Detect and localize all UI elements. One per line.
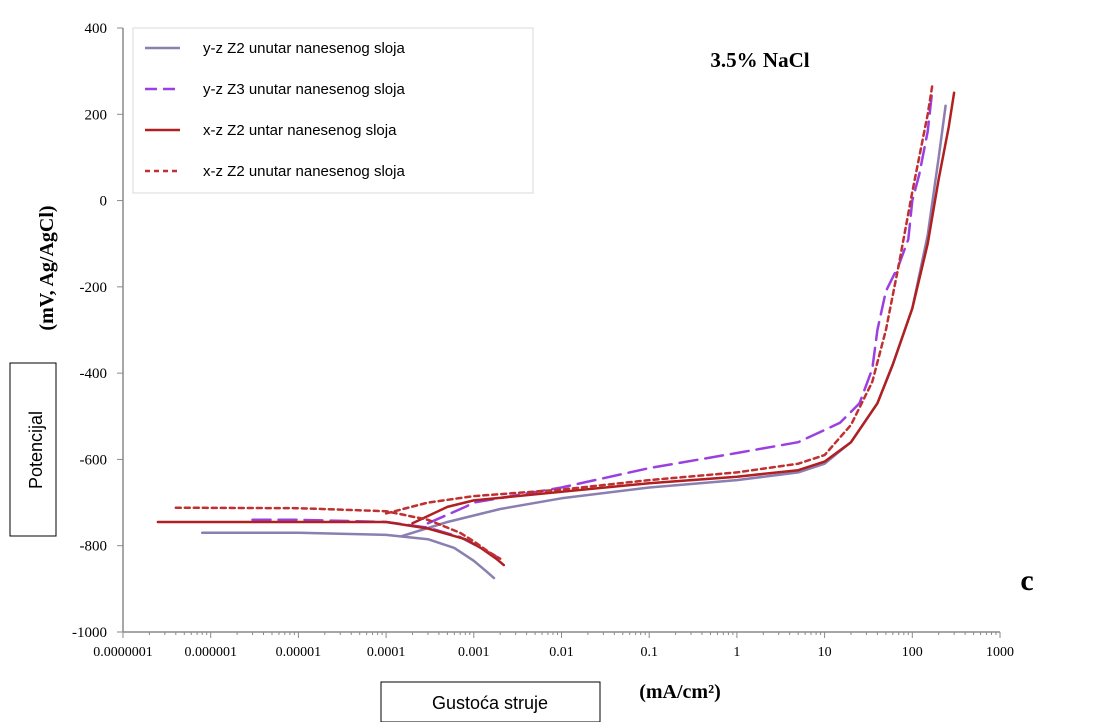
y-tick-label: -600: [80, 452, 108, 468]
x-tick-label: 0.1: [640, 645, 658, 660]
x-tick-label: 0.01: [549, 645, 574, 660]
y-axis-label: Potencijal: [26, 411, 46, 489]
legend-label: x-z Z2 untar nanesenog sloja: [203, 122, 397, 139]
series-line-4-cathodic: [174, 506, 502, 560]
x-tick-label: 10: [818, 645, 832, 660]
x-axis-units-label: (mA/cm²): [639, 681, 721, 703]
y-tick-label: 200: [85, 107, 108, 123]
legend: y-z Z2 unutar nanesenog sloja y-z Z3 unut…: [132, 27, 534, 194]
x-tick-label: 100: [902, 645, 923, 660]
y-tick-label: -800: [80, 539, 108, 555]
y-tick-label: 400: [85, 21, 108, 37]
series-line-3-anodic: [411, 91, 956, 525]
series-line-3-cathodic: [156, 520, 506, 567]
x-tick-label: 0.0001: [367, 645, 406, 660]
chart-title: 3.5% NaCl: [710, 48, 809, 72]
x-tick-label: 0.000001: [184, 645, 237, 660]
y-tick-label: -1000: [72, 625, 107, 641]
y-tick-label: -400: [80, 366, 108, 382]
x-tick-label: 0.00001: [276, 645, 322, 660]
legend-box: [132, 27, 534, 194]
tick-layer: 0.0000001 0.000001 0.00001 0.0001 0.001 0.01 0…: [72, 21, 1014, 660]
y-axis-units-label: (mV, Ag/AgCl): [36, 205, 58, 330]
series-line-4-anodic: [384, 82, 934, 515]
series-line-2-anodic: [426, 87, 934, 525]
panel-label: c: [1020, 564, 1033, 597]
x-axis-label: Gustoća struje: [432, 693, 548, 713]
x-tick-label: 1000: [986, 645, 1014, 660]
x-axis-label-box: [380, 681, 601, 722]
y-axis-label-box: [9, 362, 57, 537]
x-tick-label: 0.0000001: [93, 645, 153, 660]
y-tick-label: -200: [80, 280, 108, 296]
series-line-1-cathodic: [200, 531, 496, 580]
legend-label: y-z Z3 unutar nanesenog sloja: [203, 81, 405, 98]
series-layer: [156, 82, 956, 580]
x-tick-label: 1: [733, 645, 740, 660]
x-tick-label: 0.001: [458, 645, 490, 660]
y-tick-label: 0: [100, 194, 108, 210]
legend-label: x-z Z2 unutar nanesenog sloja: [203, 163, 405, 180]
legend-label: y-z Z2 unutar nanesenog sloja: [203, 40, 405, 57]
